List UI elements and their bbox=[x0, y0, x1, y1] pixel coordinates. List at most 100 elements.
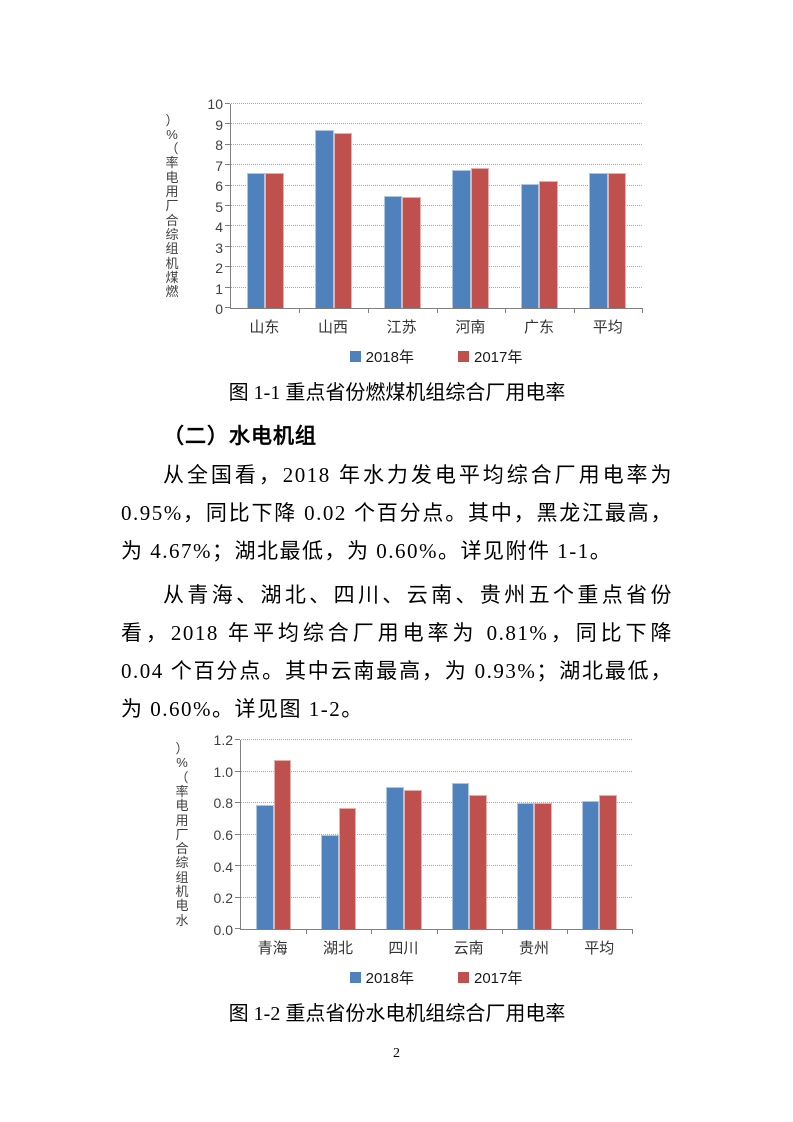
bar-2017 bbox=[470, 168, 490, 308]
gridline bbox=[241, 896, 632, 898]
x-tick-mark bbox=[367, 308, 369, 313]
bar-group-6 bbox=[567, 740, 632, 929]
legend-item-2017: 2017年 bbox=[458, 967, 522, 988]
y-tick-mark bbox=[225, 123, 230, 125]
bar-2017 bbox=[333, 132, 353, 308]
x-category-label: 青海 bbox=[257, 941, 288, 957]
bar-2018 bbox=[315, 129, 334, 308]
bar-2017 bbox=[539, 180, 558, 308]
y-tick-mark bbox=[225, 266, 230, 268]
y-tick-mark bbox=[225, 164, 230, 166]
bar-2018 bbox=[452, 170, 471, 308]
chart-body: ） % （ 率 电 用 厂 合 综 组 机 煤 燃 0 1 2 3 4 5 6 7 8 9 10 bbox=[152, 96, 643, 317]
bar-2018 bbox=[383, 195, 403, 308]
y-tick-label: 0.2 bbox=[213, 890, 233, 907]
x-tick-mark bbox=[566, 929, 568, 934]
y-tick-label: 4 bbox=[215, 219, 223, 235]
bar-group-1 bbox=[231, 104, 300, 308]
y-tick-label: 1 bbox=[215, 280, 223, 297]
plot-area bbox=[225, 103, 643, 313]
bar-2018 bbox=[589, 172, 608, 308]
x-category-label: 山西 bbox=[318, 320, 349, 336]
x-tick-mark bbox=[504, 308, 506, 313]
bar-2017 bbox=[607, 173, 627, 308]
plot-area bbox=[235, 739, 633, 934]
bar-group-6 bbox=[574, 104, 643, 308]
bar-2018 bbox=[516, 803, 535, 929]
y-tick-label: 0.8 bbox=[213, 795, 233, 812]
bar-2017 bbox=[338, 807, 357, 929]
gridline bbox=[231, 286, 642, 288]
x-tick-mark bbox=[501, 929, 503, 934]
gridline bbox=[241, 833, 632, 835]
gridline bbox=[231, 103, 642, 104]
figure-1-1-caption: 图 1-1 重点省份燃煤机组综合厂用电率 bbox=[228, 382, 566, 404]
y-tick-mark bbox=[225, 307, 230, 308]
x-category-label: 山东 bbox=[249, 320, 280, 336]
y-tick-mark bbox=[225, 103, 230, 104]
x-category-label: 湖北 bbox=[322, 941, 353, 957]
legend-swatch-2017 bbox=[458, 972, 469, 983]
x-tick-mark bbox=[371, 929, 373, 934]
y-tick-mark bbox=[225, 184, 230, 186]
legend-label-2018: 2018年 bbox=[365, 349, 414, 366]
page-number: 2 bbox=[393, 1046, 400, 1061]
bar-groups bbox=[241, 740, 632, 929]
x-tick-mark bbox=[573, 308, 575, 313]
y-axis-ticks: 0 1 2 3 4 5 6 7 8 9 10 bbox=[192, 96, 230, 317]
bar-group-5 bbox=[505, 104, 574, 308]
gridline bbox=[231, 266, 642, 268]
gridline bbox=[231, 245, 642, 247]
bar-group-3 bbox=[368, 104, 437, 308]
gridline bbox=[241, 865, 632, 866]
bar-2017 bbox=[599, 795, 618, 929]
x-axis-labels: 青海 湖北 四川 云南 贵州 平均 bbox=[240, 937, 632, 958]
gridline bbox=[241, 739, 632, 740]
y-tick-label: 10 bbox=[207, 96, 223, 112]
bar-2018 bbox=[255, 804, 274, 929]
legend-swatch-2017 bbox=[458, 351, 469, 362]
bar-2018 bbox=[520, 183, 540, 308]
y-tick-label: 9 bbox=[215, 116, 223, 133]
bar-2018 bbox=[386, 787, 404, 929]
y-tick-mark bbox=[225, 205, 230, 206]
bar-2018 bbox=[581, 801, 600, 929]
y-tick-label: 5 bbox=[215, 198, 223, 215]
bar-2017 bbox=[534, 803, 552, 929]
bar-2017 bbox=[265, 173, 284, 308]
legend-label-2018: 2018年 bbox=[365, 970, 414, 987]
x-tick-mark bbox=[299, 308, 301, 313]
bar-group-5 bbox=[502, 740, 567, 929]
y-tick-mark bbox=[235, 802, 240, 803]
x-category-label: 平均 bbox=[592, 320, 623, 336]
legend-label-2017: 2017年 bbox=[474, 349, 523, 366]
gridline bbox=[231, 164, 642, 166]
x-tick-mark bbox=[632, 929, 633, 934]
y-tick-mark bbox=[235, 833, 240, 835]
section-heading-hydro-units: （二）水电机组 bbox=[163, 424, 317, 448]
x-tick-mark bbox=[642, 308, 643, 313]
bar-groups bbox=[231, 104, 642, 308]
paragraph-key-provinces-hydro: 从青海、湖北、四川、云南、贵州五个重点省份看，2018 年平均综合厂用电率为 0… bbox=[121, 583, 673, 721]
x-category-label: 河南 bbox=[455, 320, 486, 336]
y-tick-label: 0.0 bbox=[213, 922, 233, 938]
y-tick-label: 6 bbox=[215, 178, 223, 194]
y-axis-ticks: 0.0 0.2 0.4 0.6 0.8 1.0 1.2 bbox=[202, 732, 240, 938]
y-tick-label: 0.6 bbox=[213, 827, 233, 843]
figure-1-2-caption: 图 1-2 重点省份水电机组综合厂用电率 bbox=[228, 1003, 566, 1025]
y-tick-label: 0 bbox=[215, 301, 223, 317]
x-tick-mark bbox=[436, 308, 438, 313]
y-tick-mark bbox=[235, 928, 240, 929]
y-tick-mark bbox=[235, 896, 240, 898]
gridline bbox=[241, 770, 632, 772]
y-tick-label: 1.0 bbox=[213, 763, 233, 780]
x-category-label: 四川 bbox=[388, 941, 419, 957]
chart-legend: 2018年 2017年 bbox=[240, 967, 632, 988]
legend-item-2017: 2017年 bbox=[458, 346, 522, 367]
y-tick-mark bbox=[225, 245, 230, 247]
y-tick-mark bbox=[225, 143, 230, 145]
bar-group-2 bbox=[306, 740, 371, 929]
y-tick-mark bbox=[235, 739, 240, 740]
x-category-label: 贵州 bbox=[518, 941, 549, 957]
bar-group-3 bbox=[371, 740, 436, 929]
